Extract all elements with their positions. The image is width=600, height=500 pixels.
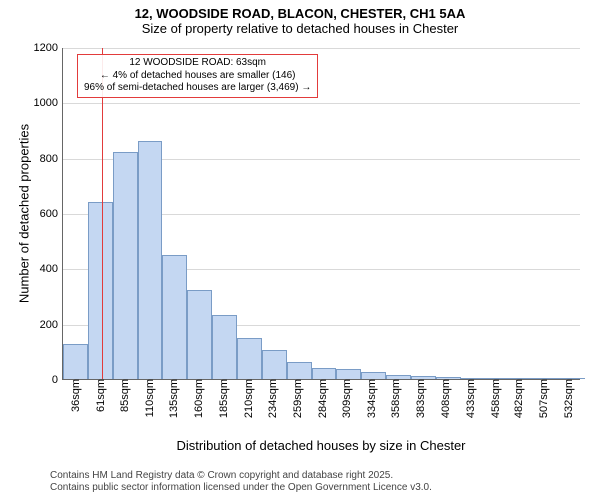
x-tick-label: 210sqm	[241, 379, 255, 418]
x-tick-label: 284sqm	[315, 379, 329, 418]
histogram-bar	[287, 362, 312, 379]
histogram-bar	[88, 202, 113, 379]
footer-attribution: Contains HM Land Registry data © Crown c…	[50, 470, 432, 494]
histogram-bar	[312, 368, 337, 379]
histogram-bar	[113, 152, 138, 379]
annotation-box: 12 WOODSIDE ROAD: 63sqm← 4% of detached …	[77, 54, 318, 98]
x-tick-label: 482sqm	[511, 379, 525, 418]
x-tick-label: 85sqm	[117, 379, 131, 412]
x-tick-label: 110sqm	[142, 379, 156, 417]
histogram-bar	[63, 344, 88, 379]
y-tick-label: 400	[40, 263, 63, 275]
histogram-bar	[187, 290, 212, 379]
chart-container: 12, WOODSIDE ROAD, BLACON, CHESTER, CH1 …	[0, 0, 600, 500]
histogram-bar	[212, 315, 237, 379]
chart-title-line2: Size of property relative to detached ho…	[0, 21, 600, 36]
x-tick-label: 36sqm	[68, 379, 82, 412]
histogram-bar	[262, 350, 287, 379]
x-tick-label: 408sqm	[438, 379, 452, 418]
y-tick-label: 1200	[34, 42, 63, 54]
x-tick-label: 160sqm	[191, 379, 205, 418]
x-tick-label: 309sqm	[339, 379, 353, 418]
x-axis-label: Distribution of detached houses by size …	[62, 438, 580, 453]
chart-title-line1: 12, WOODSIDE ROAD, BLACON, CHESTER, CH1 …	[0, 0, 600, 21]
property-marker-line	[102, 48, 103, 379]
x-tick-label: 61sqm	[93, 379, 107, 412]
x-tick-label: 259sqm	[290, 379, 304, 418]
grid-line	[63, 103, 580, 104]
y-tick-label: 800	[40, 153, 63, 165]
histogram-bar	[162, 255, 187, 380]
y-axis-label: Number of detached properties	[17, 114, 32, 314]
histogram-bar	[336, 369, 361, 379]
histogram-bar	[237, 338, 262, 380]
x-tick-label: 383sqm	[413, 379, 427, 418]
x-tick-label: 234sqm	[265, 379, 279, 418]
y-tick-label: 1000	[34, 97, 63, 109]
histogram-bar	[138, 141, 163, 379]
y-tick-label: 600	[40, 208, 63, 220]
footer-line2: Contains public sector information licen…	[50, 482, 432, 494]
x-tick-label: 433sqm	[463, 379, 477, 418]
grid-line	[63, 48, 580, 49]
plot-area: 02004006008001000120036sqm61sqm85sqm110s…	[62, 48, 580, 380]
y-tick-label: 0	[52, 374, 63, 386]
x-tick-label: 135sqm	[166, 379, 180, 418]
histogram-bar	[361, 372, 386, 379]
x-tick-label: 334sqm	[364, 379, 378, 418]
y-tick-label: 200	[40, 319, 63, 331]
x-tick-label: 532sqm	[561, 379, 575, 418]
x-tick-label: 358sqm	[388, 379, 402, 418]
annotation-line3: 96% of semi-detached houses are larger (…	[84, 82, 311, 95]
x-tick-label: 458sqm	[488, 379, 502, 418]
x-tick-label: 185sqm	[216, 379, 230, 418]
x-tick-label: 507sqm	[536, 379, 550, 418]
footer-line1: Contains HM Land Registry data © Crown c…	[50, 470, 432, 482]
annotation-line1: 12 WOODSIDE ROAD: 63sqm	[84, 57, 311, 70]
annotation-line2: ← 4% of detached houses are smaller (146…	[84, 70, 311, 83]
